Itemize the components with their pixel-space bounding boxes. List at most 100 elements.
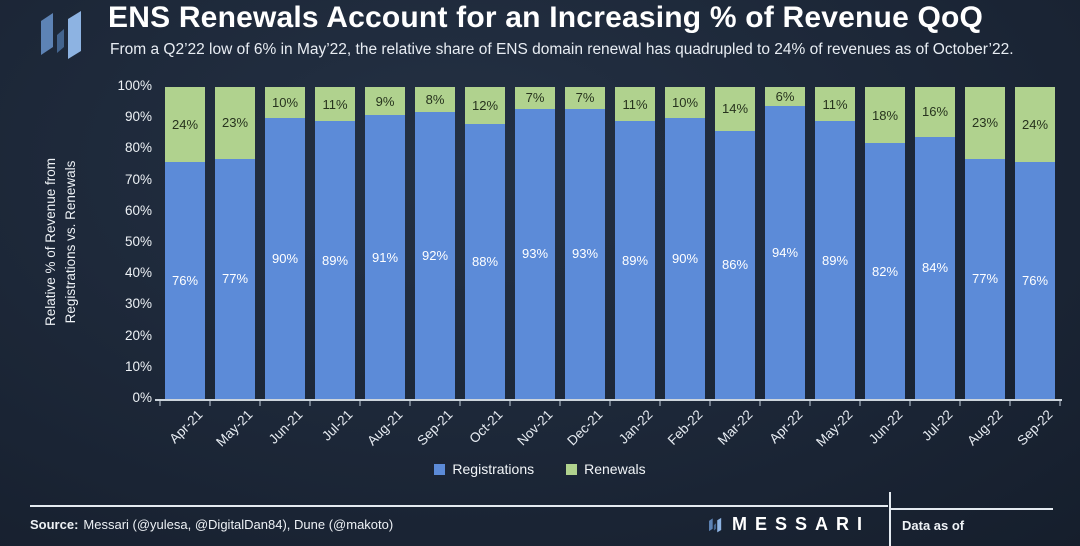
segment-registrations-may-21: 77% — [215, 158, 255, 399]
x-axis-tick-mark — [159, 401, 161, 406]
bar-aug-21: 91% 9% — [365, 87, 405, 399]
segment-registrations-mar-22: 86% — [715, 130, 755, 399]
bar-dec-21: 93% 7% — [565, 87, 605, 399]
messari-wordmark: MESSARI — [706, 514, 870, 535]
bar-value-label: 12% — [471, 98, 499, 114]
segment-registrations-jun-21: 90% — [265, 118, 305, 399]
bar-value-label: 94% — [771, 244, 799, 260]
x-axis-tick-mark — [959, 401, 961, 406]
segment-registrations-may-22: 89% — [815, 121, 855, 399]
x-axis-tick-mark — [759, 401, 761, 406]
segment-registrations-dec-21: 93% — [565, 108, 605, 399]
y-axis-tick-20%: 20% — [124, 327, 152, 343]
bar-value-label: 6% — [775, 88, 795, 104]
bar-value-label: 23% — [971, 115, 999, 131]
bar-value-label: 89% — [821, 252, 849, 268]
bar-value-label: 76% — [171, 272, 199, 288]
footer-vertical-divider — [889, 492, 891, 546]
y-axis-title: Relative % of Revenue from Registrations … — [41, 77, 83, 407]
y-axis-tick-30%: 30% — [124, 296, 152, 312]
segment-registrations-jun-22: 82% — [865, 143, 905, 399]
bar-value-label: 82% — [871, 263, 899, 279]
segment-registrations-jul-21: 89% — [315, 121, 355, 399]
footer-divider-right — [889, 508, 1053, 510]
data-as-of-label: Data as of — [902, 518, 965, 533]
bar-value-label: 90% — [271, 251, 299, 267]
y-axis-tick-100%: 100% — [117, 78, 152, 93]
x-axis-line — [155, 399, 1062, 401]
y-axis-tick-60%: 60% — [124, 202, 152, 218]
source-label: Source: — [30, 517, 79, 532]
bar-value-label: 23% — [221, 115, 249, 131]
segment-renewals-apr-22: 6% — [765, 87, 805, 106]
x-axis-tick-mark — [1059, 401, 1061, 406]
bar-value-label: 76% — [1021, 272, 1049, 288]
bar-value-label: 91% — [371, 249, 399, 265]
x-axis-tick-mark — [459, 401, 461, 406]
bar-jun-21: 90% 10% — [265, 87, 305, 399]
bar-value-label: 11% — [322, 96, 348, 112]
x-axis-tick-mark — [509, 401, 511, 406]
segment-renewals-apr-21: 24% — [165, 87, 205, 162]
bar-value-label: 86% — [721, 257, 749, 273]
segment-renewals-jul-21: 11% — [315, 87, 355, 122]
segment-renewals-oct-21: 12% — [465, 87, 505, 125]
x-axis-tick-mark — [359, 401, 361, 406]
messari-logo-small-icon — [709, 517, 722, 533]
segment-renewals-jul-22: 16% — [915, 87, 955, 137]
segment-registrations-aug-22: 77% — [965, 158, 1005, 399]
source-text: Messari (@yulesa, @DigitalDan84), Dune (… — [83, 517, 394, 532]
x-axis-tick-mark — [909, 401, 911, 406]
bar-oct-21: 88% 12% — [465, 87, 505, 399]
bar-value-label: 24% — [171, 116, 199, 132]
segment-renewals-nov-21: 7% — [515, 87, 555, 109]
legend-swatch-icon — [566, 463, 578, 475]
y-axis-title-line: Registrations vs. Renewals — [62, 160, 78, 324]
x-axis-tick-mark — [409, 401, 411, 406]
bar-value-label: 11% — [622, 96, 648, 112]
y-axis-tick-10%: 10% — [124, 358, 152, 374]
bar-may-21: 77% 23% — [215, 87, 255, 399]
bar-value-label: 92% — [421, 247, 449, 263]
bar-sep-21: 92% 8% — [415, 87, 455, 399]
page-subtitle: From a Q2’22 low of 6% in May’22, the re… — [110, 41, 1014, 58]
y-axis-tick-40%: 40% — [124, 265, 152, 281]
bar-apr-22: 94% 6% — [765, 87, 805, 399]
bar-jul-21: 89% 11% — [315, 87, 355, 399]
segment-registrations-nov-21: 93% — [515, 108, 555, 399]
bar-value-label: 18% — [871, 107, 899, 123]
bar-value-label: 10% — [671, 95, 699, 111]
segment-registrations-jul-22: 84% — [915, 136, 955, 399]
segment-renewals-mar-22: 14% — [715, 87, 755, 131]
legend-label: Renewals — [584, 461, 646, 477]
bar-jan-22: 89% 11% — [615, 87, 655, 399]
bar-value-label: 93% — [571, 246, 599, 262]
segment-renewals-jun-21: 10% — [265, 87, 305, 119]
bar-value-label: 7% — [575, 90, 595, 106]
segment-registrations-jan-22: 89% — [615, 121, 655, 399]
bar-value-label: 9% — [375, 93, 395, 109]
bar-feb-22: 90% 10% — [665, 87, 705, 399]
footer-divider-left — [30, 505, 888, 507]
segment-registrations-sep-22: 76% — [1015, 161, 1055, 399]
bar-value-label: 14% — [721, 101, 749, 117]
segment-renewals-aug-21: 9% — [365, 87, 405, 116]
y-axis-tick-0%: 0% — [132, 390, 152, 405]
x-axis-tick-mark — [859, 401, 861, 406]
bar-value-label: 11% — [822, 96, 848, 112]
bar-value-label: 88% — [471, 254, 499, 270]
legend-item-renewals: Renewals — [566, 461, 646, 477]
messari-logo-icon — [41, 11, 81, 59]
segment-renewals-dec-21: 7% — [565, 87, 605, 109]
bar-value-label: 24% — [1021, 116, 1049, 132]
segment-registrations-sep-21: 92% — [415, 111, 455, 399]
legend-swatch-icon — [434, 463, 446, 475]
bar-sep-22: 76% 24% — [1015, 87, 1055, 399]
bar-value-label: 77% — [971, 271, 999, 287]
x-axis-tick-mark — [659, 401, 661, 406]
bar-value-label: 89% — [321, 252, 349, 268]
x-axis-tick-mark — [209, 401, 211, 406]
y-axis-tick-50%: 50% — [124, 234, 152, 249]
segment-renewals-sep-22: 24% — [1015, 87, 1055, 162]
plot-area: 76% 24% 77% 23% 90% 10% 89% 11% 91% 9% 92% 8% 88% 12%… — [160, 87, 1060, 399]
